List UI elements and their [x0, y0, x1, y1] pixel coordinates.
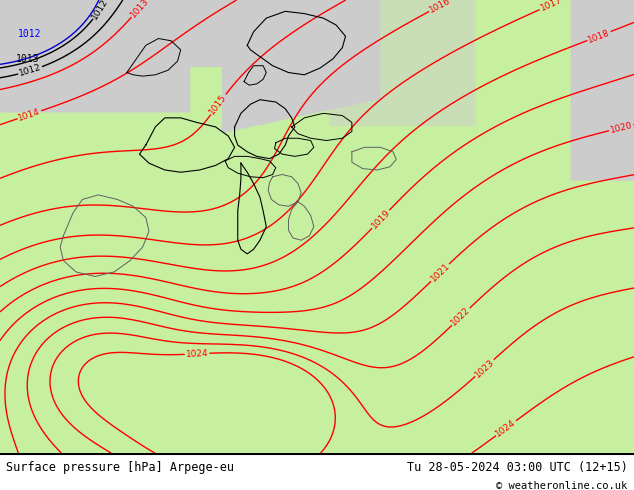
Text: 1013: 1013: [16, 54, 39, 64]
Text: 1020: 1020: [609, 121, 633, 135]
Text: 1022: 1022: [450, 306, 472, 328]
Text: 1023: 1023: [473, 357, 496, 379]
Text: 1013: 1013: [129, 0, 151, 20]
Text: © weatheronline.co.uk: © weatheronline.co.uk: [496, 481, 628, 490]
Text: 1016: 1016: [428, 0, 453, 15]
Text: 1017: 1017: [539, 0, 564, 13]
Text: Surface pressure [hPa] Arpege-eu: Surface pressure [hPa] Arpege-eu: [6, 461, 235, 474]
Text: 1012: 1012: [18, 63, 42, 78]
Text: Tu 28-05-2024 03:00 UTC (12+15): Tu 28-05-2024 03:00 UTC (12+15): [407, 461, 628, 474]
Text: 1012: 1012: [90, 0, 110, 21]
Text: 1024: 1024: [494, 418, 518, 439]
Text: 1015: 1015: [208, 93, 229, 117]
Text: 1019: 1019: [370, 208, 392, 231]
Text: 1024: 1024: [186, 349, 209, 359]
Text: 1014: 1014: [17, 107, 42, 122]
Text: 1018: 1018: [586, 28, 611, 45]
Text: 1012: 1012: [18, 29, 41, 40]
Text: 1021: 1021: [429, 262, 451, 284]
